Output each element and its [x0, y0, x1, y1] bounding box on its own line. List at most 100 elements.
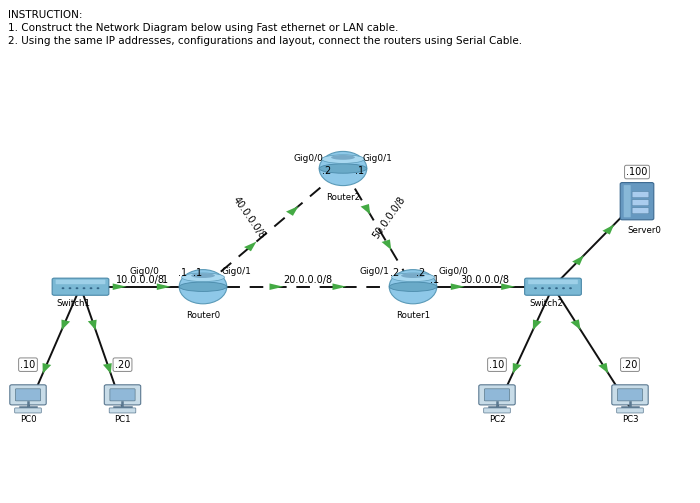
Ellipse shape — [319, 164, 367, 173]
FancyBboxPatch shape — [15, 408, 41, 413]
Text: PC3: PC3 — [622, 415, 638, 424]
Text: .20: .20 — [115, 360, 130, 370]
Text: 2. Using the same IP addresses, configurations and layout, connect the routers u: 2. Using the same IP addresses, configur… — [8, 36, 522, 46]
Text: 30.0.0.0/8: 30.0.0.0/8 — [461, 275, 510, 285]
Circle shape — [97, 287, 99, 289]
Ellipse shape — [321, 155, 365, 163]
Polygon shape — [451, 284, 465, 290]
Text: 10.0.0.0/8: 10.0.0.0/8 — [116, 275, 164, 285]
Polygon shape — [286, 206, 298, 216]
FancyBboxPatch shape — [617, 408, 643, 413]
FancyBboxPatch shape — [109, 408, 136, 413]
Ellipse shape — [179, 282, 227, 291]
Circle shape — [179, 270, 227, 304]
FancyBboxPatch shape — [52, 278, 109, 295]
Text: .2: .2 — [390, 268, 399, 278]
Circle shape — [62, 287, 64, 289]
FancyBboxPatch shape — [528, 280, 578, 284]
FancyBboxPatch shape — [484, 389, 510, 401]
Polygon shape — [533, 319, 542, 330]
Polygon shape — [62, 319, 70, 330]
Text: .1: .1 — [159, 275, 168, 285]
Text: .100: .100 — [626, 167, 648, 177]
Text: PC0: PC0 — [20, 415, 36, 424]
Text: PC2: PC2 — [489, 415, 505, 424]
FancyBboxPatch shape — [525, 278, 581, 295]
Text: 50.0.0.0/8: 50.0.0.0/8 — [371, 194, 407, 240]
Polygon shape — [603, 224, 614, 234]
Text: .1: .1 — [193, 268, 202, 278]
Polygon shape — [103, 363, 112, 374]
Polygon shape — [382, 239, 391, 250]
Polygon shape — [43, 363, 51, 374]
Text: Gig0/0: Gig0/0 — [438, 267, 468, 276]
Circle shape — [389, 270, 437, 304]
Polygon shape — [88, 320, 97, 330]
FancyBboxPatch shape — [624, 185, 631, 217]
Text: Router2: Router2 — [326, 193, 360, 202]
Text: Switch2: Switch2 — [529, 299, 563, 308]
Circle shape — [555, 287, 558, 289]
FancyBboxPatch shape — [632, 208, 649, 214]
Ellipse shape — [181, 273, 225, 282]
Text: 1. Construct the Network Diagram below using Fast ethernet or LAN cable.: 1. Construct the Network Diagram below u… — [8, 23, 399, 33]
Circle shape — [548, 287, 551, 289]
FancyBboxPatch shape — [484, 408, 510, 413]
Text: .10: .10 — [489, 360, 505, 370]
Circle shape — [534, 287, 537, 289]
Circle shape — [69, 287, 71, 289]
Circle shape — [319, 151, 367, 186]
Text: .2: .2 — [416, 268, 425, 278]
Text: .1: .1 — [355, 166, 364, 176]
Polygon shape — [332, 284, 346, 290]
Circle shape — [569, 287, 572, 289]
FancyBboxPatch shape — [10, 385, 46, 405]
Polygon shape — [570, 319, 580, 330]
Ellipse shape — [191, 273, 215, 278]
Text: Server0: Server0 — [627, 226, 661, 235]
Polygon shape — [501, 284, 515, 290]
Circle shape — [76, 287, 78, 289]
Circle shape — [83, 287, 85, 289]
Circle shape — [541, 287, 544, 289]
Polygon shape — [244, 241, 256, 252]
Text: Gig0/1: Gig0/1 — [359, 267, 389, 276]
FancyBboxPatch shape — [104, 385, 141, 405]
Ellipse shape — [391, 273, 435, 282]
FancyBboxPatch shape — [110, 389, 135, 401]
Text: Gig0/1: Gig0/1 — [363, 154, 393, 163]
Text: Router0: Router0 — [186, 311, 220, 320]
FancyBboxPatch shape — [632, 200, 649, 206]
Ellipse shape — [401, 273, 425, 278]
Polygon shape — [360, 204, 370, 214]
Text: Router1: Router1 — [396, 311, 430, 320]
Ellipse shape — [331, 155, 355, 160]
Text: Gig0/1: Gig0/1 — [221, 267, 251, 276]
FancyBboxPatch shape — [479, 385, 515, 405]
Polygon shape — [572, 255, 584, 266]
Text: Gig0/0: Gig0/0 — [130, 267, 160, 276]
Ellipse shape — [389, 282, 437, 291]
Polygon shape — [270, 284, 284, 290]
Circle shape — [562, 287, 565, 289]
Text: Gig0/0: Gig0/0 — [293, 154, 323, 163]
Text: .10: .10 — [20, 360, 36, 370]
Polygon shape — [157, 284, 171, 290]
Text: .1: .1 — [430, 275, 439, 285]
FancyBboxPatch shape — [620, 183, 654, 220]
FancyBboxPatch shape — [15, 389, 41, 401]
FancyBboxPatch shape — [632, 192, 649, 198]
Polygon shape — [598, 363, 608, 373]
Text: Switch1: Switch1 — [57, 299, 90, 308]
Circle shape — [90, 287, 92, 289]
FancyBboxPatch shape — [56, 280, 106, 284]
FancyBboxPatch shape — [617, 389, 643, 401]
Text: 20.0.0.0/8: 20.0.0.0/8 — [284, 275, 332, 285]
Text: 40.0.0.0/8: 40.0.0.0/8 — [231, 194, 267, 240]
Text: .20: .20 — [622, 360, 638, 370]
Text: INSTRUCTION:: INSTRUCTION: — [8, 10, 83, 20]
Text: .2: .2 — [322, 166, 331, 176]
Text: .1: .1 — [178, 268, 188, 278]
Polygon shape — [512, 363, 522, 374]
Text: PC1: PC1 — [114, 415, 131, 424]
